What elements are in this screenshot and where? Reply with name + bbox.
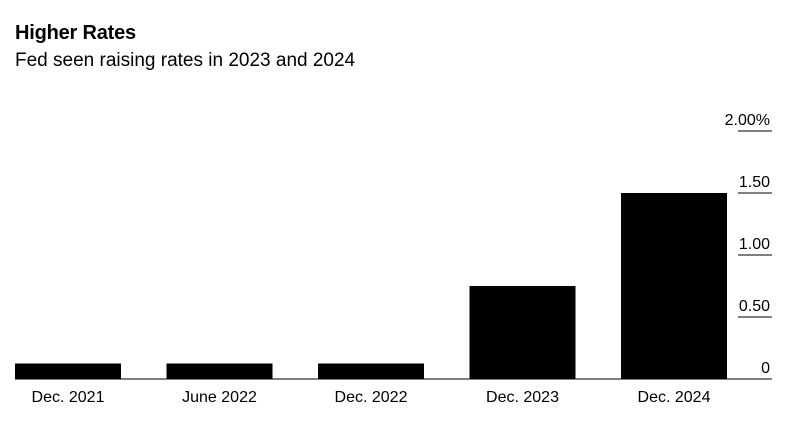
x-tick-label: Dec. 2021 [32, 389, 105, 406]
bar [621, 193, 727, 379]
bar [318, 363, 424, 379]
chart-subtitle: Fed seen raising rates in 2023 and 2024 [15, 50, 356, 71]
y-tick-label: 1.50 [739, 174, 770, 191]
bars [15, 193, 727, 379]
bar [469, 286, 576, 379]
x-tick-label: Dec. 2023 [486, 389, 559, 406]
x-tick-label: June 2022 [182, 389, 257, 406]
y-tick-label: 0 [761, 360, 770, 377]
x-axis: Dec. 2021 June 2022 Dec. 2022 Dec. 2023 Dec.… [32, 389, 711, 406]
bar [166, 363, 273, 379]
y-tick-label: 0.50 [739, 298, 770, 315]
chart-title: Higher Rates [15, 22, 136, 44]
y-tick-label: 2.00% [725, 112, 770, 129]
bar [15, 363, 121, 379]
x-tick-label: Dec. 2024 [638, 389, 711, 406]
x-tick-label: Dec. 2022 [335, 389, 408, 406]
y-axis: 0 0.50 1.00 1.50 2.00% [725, 112, 772, 377]
y-tick-label: 1.00 [739, 236, 770, 253]
